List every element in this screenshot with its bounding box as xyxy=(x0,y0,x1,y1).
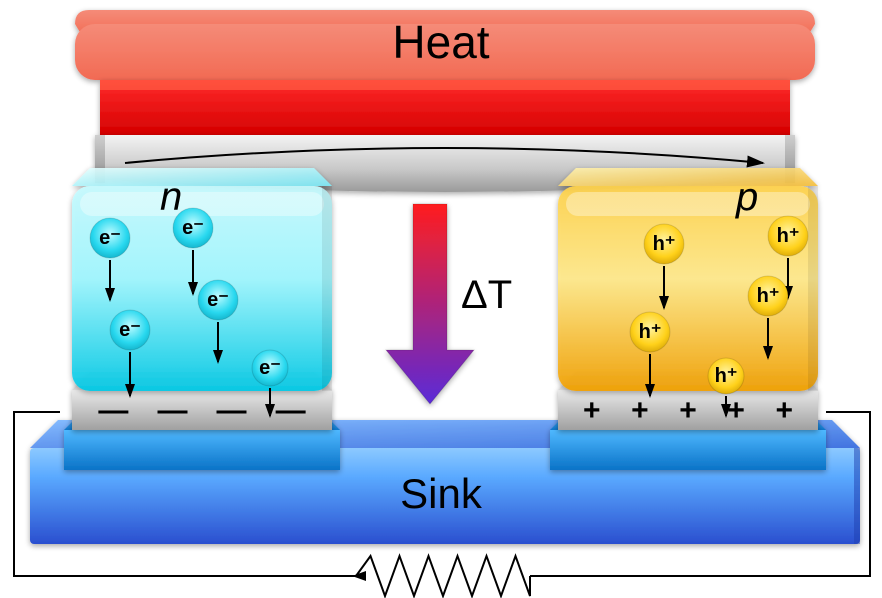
hole-label: h⁺ xyxy=(777,225,800,247)
heat-bar xyxy=(100,80,790,135)
electron-label: e⁻ xyxy=(182,217,204,239)
p-label: p xyxy=(735,175,758,219)
electron-label: e⁻ xyxy=(119,319,141,341)
plus-symbol: + xyxy=(776,394,794,427)
plus-symbol: + xyxy=(727,394,745,427)
hole-label: h⁺ xyxy=(639,321,662,343)
n-label: n xyxy=(160,175,182,219)
plus-symbol: + xyxy=(679,394,697,427)
plus-symbol: + xyxy=(631,394,649,427)
hole-label: h⁺ xyxy=(653,233,676,255)
sink-label: Sink xyxy=(400,470,483,517)
electron-label: e⁻ xyxy=(207,289,229,311)
resistor xyxy=(356,556,530,596)
minus-symbol: — xyxy=(157,394,187,427)
delta-t-label: ΔT xyxy=(461,273,512,317)
minus-symbol: — xyxy=(98,394,128,427)
minus-symbol: — xyxy=(276,394,306,427)
electron-label: e⁻ xyxy=(99,227,121,249)
plus-symbol: + xyxy=(583,394,601,427)
hole-label: h⁺ xyxy=(757,285,780,307)
heat-label: Heat xyxy=(392,16,489,68)
hole-label: h⁺ xyxy=(715,365,738,387)
electron-label: e⁻ xyxy=(259,357,281,379)
minus-symbol: — xyxy=(217,394,247,427)
